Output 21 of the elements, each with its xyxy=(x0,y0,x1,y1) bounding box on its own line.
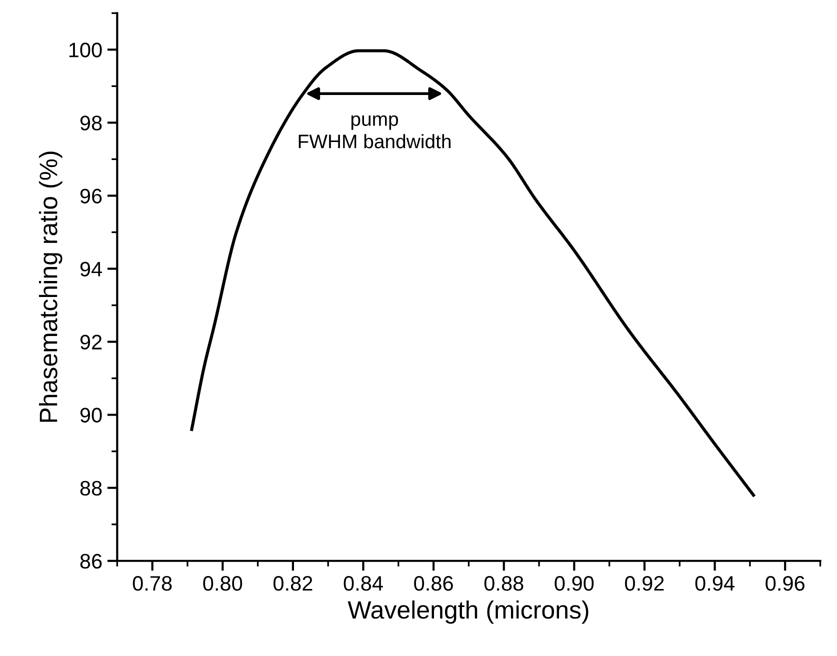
x-tick-label: 0.80 xyxy=(203,576,242,591)
y-tick-label: 98 xyxy=(80,116,102,130)
x-tick-label: 0.82 xyxy=(273,576,312,591)
y-tick-label: 94 xyxy=(80,262,102,276)
x-tick-label: 0.84 xyxy=(344,576,383,591)
annotation: pump FWHM bandwidth xyxy=(298,115,451,148)
x-tick-label: 0.90 xyxy=(554,576,594,591)
x-tick-label: 0.92 xyxy=(625,576,664,591)
y-tick-label: 88 xyxy=(80,480,102,496)
y-axis-title: Phasematching ratio (%) xyxy=(38,152,62,422)
x-tick-label: 0.78 xyxy=(132,576,172,591)
x-axis-title: Wavelength (microns) xyxy=(348,600,588,624)
y-tick-label: 92 xyxy=(80,334,102,350)
y-tick-label: 86 xyxy=(80,554,102,569)
x-tick-label: 0.94 xyxy=(695,576,734,591)
y-tick-label: 90 xyxy=(80,408,102,423)
x-tick-label: 0.88 xyxy=(484,576,524,591)
x-tick-label: 0.86 xyxy=(414,576,453,591)
y-tick-label: 100 xyxy=(69,42,102,58)
y-tick-label: 96 xyxy=(80,188,102,204)
x-tick-label: 0.96 xyxy=(766,576,804,591)
